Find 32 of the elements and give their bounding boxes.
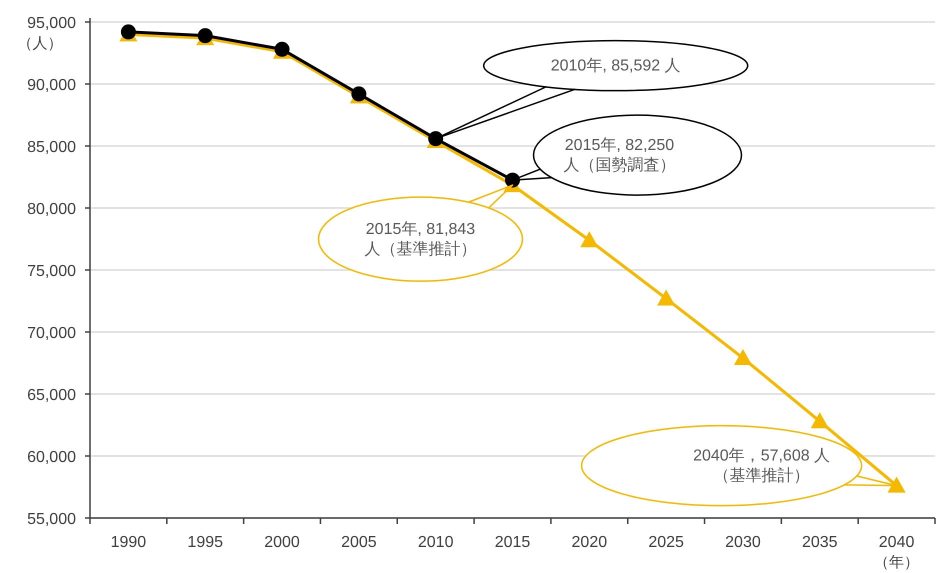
x-tick-label: 2020 [572, 534, 608, 551]
x-tick-label: 1995 [187, 534, 224, 551]
annotation: 2015年, 82,250 人（国勢調査） [564, 137, 676, 174]
y-tick-label: 55,000 [27, 511, 76, 528]
x-tick-label: 2015 [494, 534, 530, 551]
point [657, 290, 676, 306]
y-tick-label: 80,000 [27, 201, 76, 218]
y-axis-title: （人） [18, 35, 62, 52]
x-axis-title: （年） [874, 554, 920, 571]
y-tick-label: 65,000 [27, 387, 76, 404]
y-tick-label: 95,000 [27, 15, 76, 32]
annotation: 2015年, 81,843 人（基準推計） [364, 221, 476, 258]
point [580, 231, 598, 248]
x-tick-label: 2025 [648, 534, 684, 551]
x-tick-label: 2005 [341, 534, 377, 551]
y-tick-label: 60,000 [27, 449, 76, 466]
annotation: 2040年，57,608 人（基準推計） [693, 448, 830, 485]
point [810, 412, 829, 428]
y-tick-label: 75,000 [27, 263, 76, 280]
x-tick-label: 2030 [725, 534, 761, 551]
callout: 2015年, 81,843 人（基準推計） [318, 184, 524, 282]
x-tick-label: 2040 [878, 534, 914, 551]
annotation: 2010年, 85,592 人 [550, 58, 681, 75]
y-tick-label: 70,000 [27, 325, 76, 342]
x-tick-label: 1990 [110, 534, 146, 551]
y-tick-label: 90,000 [27, 77, 76, 94]
x-tick-label: 2010 [418, 534, 454, 551]
y-tick-label: 85,000 [27, 139, 76, 156]
point [734, 349, 752, 366]
x-tick-label: 2000 [264, 534, 300, 551]
x-tick-label: 2035 [802, 534, 838, 551]
point [888, 476, 906, 493]
